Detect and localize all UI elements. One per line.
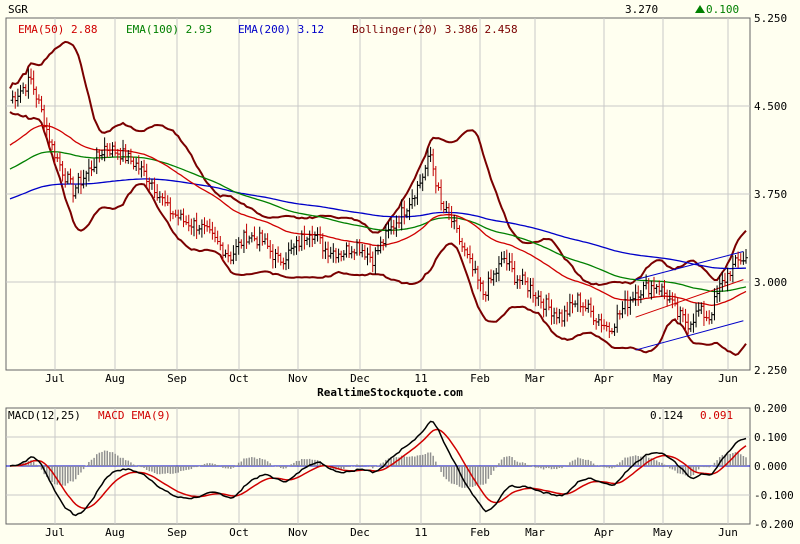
- macd-month-label: Nov: [288, 526, 308, 539]
- macd-month-label: Apr: [594, 526, 614, 539]
- last-price: 3.270: [625, 3, 658, 16]
- macd-label: MACD(12,25): [8, 409, 81, 422]
- macd-y-axis: 0.200 0.100 0.000 -0.100 -0.200: [754, 402, 794, 531]
- legend-ema200: EMA(200) 3.12: [238, 23, 324, 36]
- bollinger-upper-line: [9, 40, 747, 287]
- price-tick-label: 3.000: [754, 276, 787, 289]
- price-bars: [10, 68, 748, 339]
- month-label: Nov: [288, 372, 308, 385]
- macd-line: [9, 420, 747, 517]
- legend-bollinger: Bollinger(20) 3.386 2.458: [352, 23, 518, 36]
- month-label: Aug: [105, 372, 125, 385]
- x-axis-months: Jul Aug Sep Oct Nov Dec 11 Feb Mar Apr May Jun: [45, 372, 738, 385]
- ema100-line: [9, 150, 747, 293]
- price-tick-label: 4.500: [754, 100, 787, 113]
- price-tick-label: 3.750: [754, 188, 787, 201]
- ema200-line: [9, 178, 747, 270]
- macd-lines: [9, 420, 747, 517]
- watermark: RealtimeStockquote.com: [317, 386, 463, 399]
- month-label: Oct: [229, 372, 249, 385]
- macd-tick-label: 0.000: [754, 460, 787, 473]
- macd-signal-value: 0.091: [700, 409, 733, 422]
- legend-ema50: EMA(50) 2.88: [18, 23, 97, 36]
- macd-tick-label: -0.100: [754, 489, 794, 502]
- macd-month-label: Feb: [470, 526, 490, 539]
- macd-value: 0.124: [650, 409, 683, 422]
- month-label: Apr: [594, 372, 614, 385]
- bollinger-lower-line: [9, 111, 747, 356]
- macd-signal-label: MACD EMA(9): [98, 409, 171, 422]
- price-tick-label: 2.250: [754, 364, 787, 377]
- month-label: 11: [414, 372, 427, 385]
- macd-month-label: May: [653, 526, 673, 539]
- month-label: Dec: [350, 372, 370, 385]
- symbol-label: SGR: [8, 3, 28, 16]
- macd-month-label: Jun: [718, 526, 738, 539]
- macd-tick-label: 0.100: [754, 431, 787, 444]
- macd-month-label: Dec: [350, 526, 370, 539]
- up-triangle-icon: [695, 5, 705, 13]
- legend-ema100: EMA(100) 2.93: [126, 23, 212, 36]
- month-label: Jun: [718, 372, 738, 385]
- price-change: 0.100: [706, 3, 739, 16]
- macd-x-axis-months: Jul Aug Sep Oct Nov Dec 11 Feb Mar Apr May Jun: [45, 526, 738, 539]
- macd-month-label: Jul: [45, 526, 65, 539]
- price-tick-label: 5.250: [754, 12, 787, 25]
- month-label: Feb: [470, 372, 490, 385]
- trendline-upper: [635, 251, 744, 281]
- month-label: Sep: [167, 372, 187, 385]
- month-label: Jul: [45, 372, 65, 385]
- price-y-axis: 5.250 4.500 3.750 3.000 2.250: [754, 12, 787, 377]
- price-bar: [744, 249, 748, 264]
- macd-month-label: Mar: [525, 526, 545, 539]
- month-label: Mar: [525, 372, 545, 385]
- macd-tick-label: 0.200: [754, 402, 787, 415]
- macd-month-label: 11: [414, 526, 427, 539]
- macd-month-label: Oct: [229, 526, 249, 539]
- macd-month-label: Aug: [105, 526, 125, 539]
- month-label: May: [653, 372, 673, 385]
- macd-month-label: Sep: [167, 526, 187, 539]
- macd-tick-label: -0.200: [754, 518, 794, 531]
- trendline-lower: [635, 320, 744, 351]
